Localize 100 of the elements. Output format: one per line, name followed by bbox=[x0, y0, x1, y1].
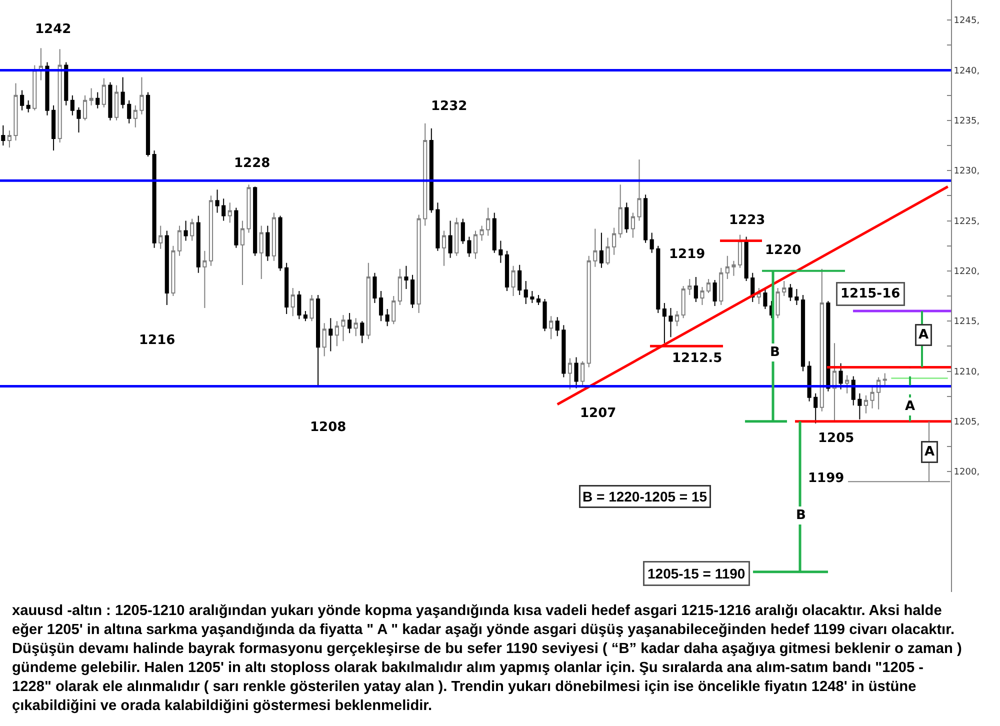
candlestick bbox=[518, 264, 522, 296]
candlestick bbox=[807, 360, 812, 402]
candlestick bbox=[870, 386, 874, 409]
ref-line-label: 1205 bbox=[818, 431, 854, 446]
ref-line-label: 1212.5 bbox=[672, 351, 722, 366]
candlestick bbox=[549, 316, 554, 340]
candlestick bbox=[460, 218, 465, 244]
candlestick bbox=[372, 272, 377, 304]
candlestick bbox=[228, 202, 232, 224]
candlestick bbox=[208, 195, 214, 266]
candlestick bbox=[732, 260, 736, 276]
candlestick bbox=[644, 194, 648, 244]
annotation: 1207 bbox=[580, 406, 616, 421]
candlestick bbox=[410, 274, 415, 309]
candlestick bbox=[278, 215, 282, 272]
candlestick bbox=[574, 356, 578, 389]
candlestick bbox=[392, 296, 396, 325]
candlestick bbox=[800, 294, 806, 372]
annotation: A bbox=[905, 399, 916, 414]
candlestick bbox=[310, 294, 314, 322]
candlestick bbox=[158, 225, 163, 250]
candlestick bbox=[171, 245, 176, 296]
candlestick bbox=[32, 64, 37, 111]
candlestick bbox=[562, 324, 566, 378]
ref-line-label: 1220 bbox=[765, 243, 802, 258]
y-tick-label: 1230, bbox=[954, 166, 980, 177]
candlestick bbox=[196, 215, 200, 274]
candlestick bbox=[202, 250, 207, 309]
candlestick bbox=[524, 280, 528, 305]
candlestick bbox=[744, 236, 748, 282]
candlestick bbox=[222, 198, 226, 222]
candlestick bbox=[814, 392, 818, 424]
candlestick bbox=[498, 240, 503, 264]
candlestick bbox=[845, 374, 850, 394]
candlestick bbox=[354, 318, 358, 337]
candlestick bbox=[7, 130, 12, 148]
candlestick bbox=[272, 212, 276, 262]
candlestick bbox=[738, 234, 742, 268]
candlestick bbox=[341, 314, 346, 342]
candlestick bbox=[858, 392, 862, 420]
candlestick bbox=[606, 237, 610, 266]
candlestick bbox=[788, 283, 792, 302]
annotation: B bbox=[770, 345, 780, 360]
annotation: B bbox=[796, 508, 806, 523]
candlestick bbox=[64, 62, 68, 106]
candlestick bbox=[763, 288, 768, 310]
candlestick bbox=[782, 280, 786, 296]
annotation: 1208 bbox=[310, 420, 346, 435]
candlestick bbox=[480, 225, 484, 242]
candlestick bbox=[448, 220, 452, 258]
candlestick bbox=[882, 372, 887, 387]
candlestick bbox=[416, 214, 421, 314]
candlestick bbox=[297, 290, 302, 320]
candlestick bbox=[568, 358, 572, 390]
candlestick bbox=[108, 82, 112, 121]
candlestick bbox=[674, 310, 680, 327]
y-tick-label: 1200, bbox=[954, 468, 980, 478]
candlestick bbox=[712, 279, 717, 307]
candlestick bbox=[303, 310, 308, 322]
candlestick bbox=[246, 184, 251, 234]
annotation: A bbox=[924, 444, 935, 460]
candlestick bbox=[70, 94, 74, 116]
candlestick bbox=[20, 90, 24, 111]
candlestick bbox=[398, 268, 402, 306]
candlestick bbox=[140, 76, 144, 115]
annotation: 1216 bbox=[139, 333, 176, 348]
candlestick bbox=[467, 236, 472, 258]
candlestick bbox=[864, 394, 868, 414]
candlestick bbox=[650, 232, 654, 254]
candlestick bbox=[612, 227, 616, 256]
candlestick bbox=[215, 189, 220, 214]
candlestick bbox=[473, 230, 478, 260]
text: xauusd -altın : 1205-1210 aralığından yukarı yönde kopma yaşandığında kısa vadeli hedef asgari 1215-1216 aralığı olacaktır. Aksi halde eğer 1205' in altına sarkma yaşandığında da fiyatta " A " kadar aşağı yönde asgari düşüş yaşanabileceğinden hedef 1199 civarı olacaktır. Düşüşün devamı halinde bayrak formasyonu gerçekleşirse de bu sefer 1190 seviyesi ( “B” kadar daha aşağıya gitmesi beklenir o zaman ) gündeme gelebilir. Halen 1205' in altı stoploss olarak bakılmalıdır alım yapmış olanlar için. Şu sıralarda ana alım-satım bandı "1205 - 1228" olarak ele alınmalıdır ( sarı renkle gösterilen yatay alan ). Trendin yukarı dönebilmesi için ise öncelikle fiyatın 1248' in üstüne çıkabildiğini ve orada kalabildiğini göstermesi beklenmelidir. bbox=[12, 603, 962, 714]
candlestick bbox=[360, 320, 364, 344]
candlestick bbox=[102, 78, 106, 108]
y-tick-label: 1240, bbox=[954, 66, 980, 76]
candlestick bbox=[706, 278, 711, 294]
candlestick bbox=[366, 262, 370, 340]
candlestick bbox=[429, 128, 434, 214]
candlestick bbox=[700, 286, 704, 306]
ref-line-label: 1205-15 = 1190 bbox=[648, 566, 746, 582]
y-tick-label: 1225, bbox=[954, 216, 980, 227]
candlestick bbox=[316, 294, 320, 386]
y-tick-label: 1215, bbox=[954, 317, 980, 328]
candlestick bbox=[436, 202, 440, 252]
candlestick bbox=[656, 245, 660, 314]
y-tick-label: 1205, bbox=[954, 418, 980, 428]
candlestick bbox=[82, 94, 88, 121]
candlestick bbox=[454, 217, 459, 256]
candlestick bbox=[593, 228, 598, 268]
candlestick bbox=[504, 250, 510, 292]
candlestick bbox=[492, 212, 496, 254]
candlestick bbox=[253, 186, 258, 256]
candlestick bbox=[334, 320, 339, 347]
candlestick bbox=[776, 287, 780, 319]
candlestick bbox=[694, 276, 698, 303]
candlestick bbox=[26, 100, 30, 113]
candlestick bbox=[328, 318, 333, 352]
candlestick bbox=[58, 48, 62, 143]
candlestick bbox=[240, 220, 245, 286]
